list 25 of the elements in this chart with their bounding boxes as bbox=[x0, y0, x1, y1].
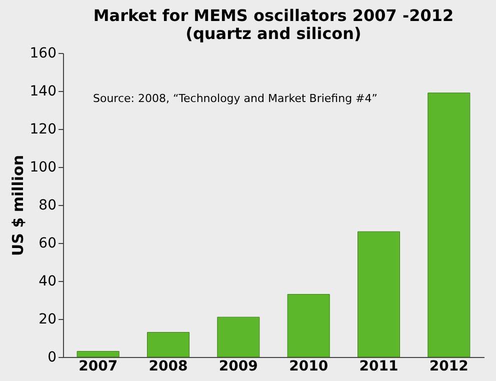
y-tick-label: 20 bbox=[38, 312, 56, 328]
y-tick-label: 100 bbox=[30, 160, 56, 176]
x-tick-label: 2008 bbox=[148, 358, 188, 374]
y-tick-label: 80 bbox=[38, 198, 56, 214]
bar bbox=[147, 332, 190, 358]
x-tick-label: 2009 bbox=[218, 358, 258, 374]
y-tick-label: 0 bbox=[48, 350, 56, 366]
x-tick-label: 2010 bbox=[289, 358, 328, 374]
y-axis-title: US $ million bbox=[8, 154, 27, 256]
bar bbox=[76, 351, 120, 358]
text: (quartz and silicon) bbox=[186, 24, 362, 43]
y-tick-label: 140 bbox=[30, 84, 56, 100]
text: Market for MEMS oscillators 2007 -2012 bbox=[93, 6, 454, 25]
x-tick-label: 2007 bbox=[78, 358, 118, 374]
y-tick-label: 60 bbox=[38, 236, 56, 252]
x-tick-label: 2011 bbox=[359, 358, 398, 374]
bar bbox=[358, 231, 400, 358]
bar bbox=[217, 316, 260, 358]
y-tick-label: 120 bbox=[30, 122, 56, 138]
x-tick-label: 2012 bbox=[429, 358, 468, 374]
y-tick-label: 160 bbox=[30, 46, 56, 62]
annotation: Source: 2008, “Technology and Market Briefing #4” bbox=[93, 92, 378, 105]
bar bbox=[428, 92, 470, 358]
y-tick-label: 40 bbox=[38, 274, 56, 290]
bar bbox=[287, 294, 330, 358]
